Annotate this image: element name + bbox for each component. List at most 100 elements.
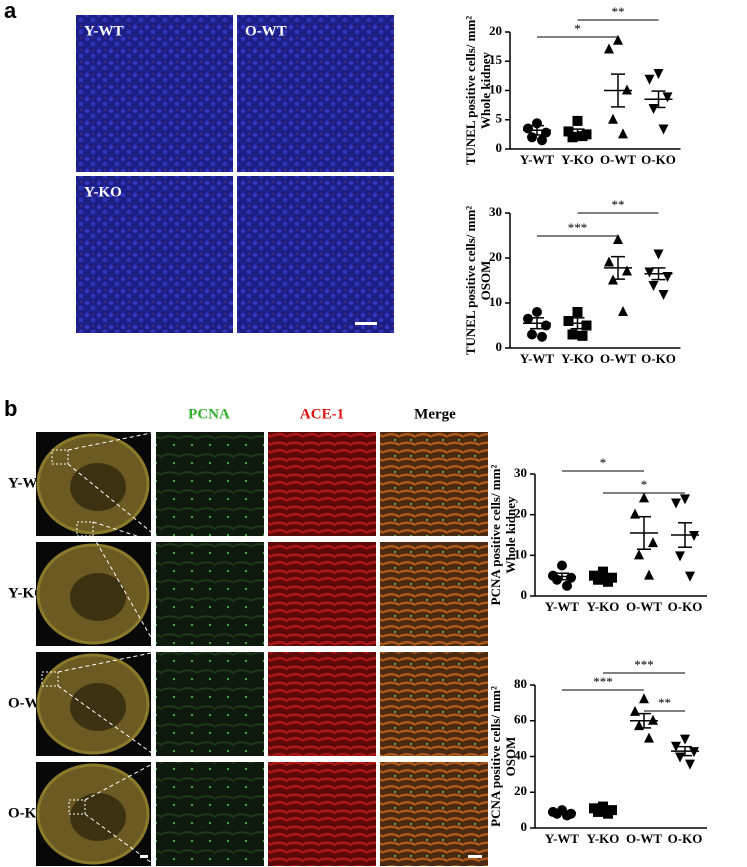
data-point: [648, 714, 658, 725]
x-tick-label: O-WT: [600, 152, 636, 167]
image-label: Y-KO: [84, 184, 122, 200]
micrograph: [237, 15, 394, 172]
data-point: [675, 752, 685, 763]
y-axis-label: TUNEL positive cells/ mm²: [463, 206, 478, 356]
y-tick-label: 5: [496, 111, 503, 126]
y-tick-label: 10: [489, 294, 502, 309]
data-point: [680, 734, 690, 745]
data-point: [675, 551, 685, 562]
data-point: [562, 580, 572, 591]
x-tick-label: Y-WT: [545, 831, 580, 846]
y-tick-label: 15: [489, 52, 503, 67]
data-point: [572, 307, 583, 317]
data-point: [671, 498, 681, 509]
significance-label: ***: [593, 674, 613, 689]
significance-label: **: [612, 197, 625, 212]
data-point: [603, 808, 613, 819]
micrograph: [156, 652, 264, 756]
column-label: Merge: [414, 406, 456, 422]
micrograph: [380, 432, 488, 536]
kidney-medulla: [70, 463, 126, 511]
data-point: [658, 124, 669, 135]
y-axis-sublabel: Whole kidney: [503, 496, 518, 573]
y-tick-label: 60: [514, 712, 527, 727]
data-point: [523, 313, 533, 324]
significance-label: ***: [568, 220, 588, 235]
x-tick-label: Y-KO: [587, 599, 620, 614]
data-point: [618, 306, 628, 316]
image-label: O-WT: [245, 23, 287, 39]
x-tick-label: O-KO: [641, 152, 676, 167]
y-tick-label: 20: [489, 249, 502, 264]
x-tick-label: Y-KO: [561, 152, 594, 167]
micrograph: [268, 652, 376, 756]
y-tick-label: 20: [514, 783, 527, 798]
data-point: [604, 256, 614, 267]
y-tick-label: 30: [489, 204, 502, 219]
x-tick-label: O-WT: [626, 599, 662, 614]
column-label: ACE-1: [300, 406, 344, 422]
data-point: [671, 741, 681, 752]
micrograph: [380, 762, 488, 866]
significance-label: **: [612, 4, 625, 19]
micrograph: [380, 652, 488, 756]
data-point: [644, 74, 655, 85]
x-tick-label: Y-KO: [561, 351, 594, 366]
y-tick-label: 40: [514, 747, 527, 762]
micrograph: [380, 542, 488, 646]
significance-label: *: [641, 477, 648, 492]
data-point: [644, 732, 654, 743]
y-axis-sublabel: Whole kidney: [478, 52, 493, 129]
y-axis-sublabel: OSOM: [503, 737, 518, 777]
micrograph: [268, 432, 376, 536]
zoom-line: [57, 685, 157, 757]
scale-bar: [468, 855, 482, 858]
significance-label: **: [658, 695, 671, 710]
data-point: [563, 316, 574, 326]
data-point: [537, 331, 547, 342]
kidney-medulla: [70, 793, 126, 841]
x-tick-label: Y-KO: [587, 831, 620, 846]
data-point: [563, 126, 574, 137]
column-label: PCNA: [188, 406, 230, 422]
data-point: [577, 330, 588, 341]
data-point: [532, 307, 542, 317]
x-tick-label: O-WT: [626, 831, 662, 846]
x-tick-label: O-WT: [600, 351, 636, 366]
y-axis-sublabel: OSOM: [478, 261, 493, 301]
data-point: [603, 576, 613, 587]
data-point: [537, 135, 547, 146]
y-tick-label: 20: [489, 23, 502, 38]
x-tick-label: O-KO: [668, 599, 703, 614]
scale-bar: [355, 322, 377, 325]
kidney-medulla: [70, 573, 126, 621]
zoom-box: [41, 671, 59, 687]
zoom-box: [51, 449, 69, 465]
zoom-line: [67, 463, 157, 537]
y-tick-label: 0: [496, 140, 503, 155]
micrograph: [156, 762, 264, 866]
y-tick-label: 10: [514, 546, 527, 561]
micrograph: [156, 542, 264, 646]
data-point: [622, 265, 632, 276]
micrograph: [156, 432, 264, 536]
data-point: [653, 249, 664, 260]
data-point: [685, 571, 695, 582]
x-tick-label: Y-WT: [520, 351, 555, 366]
zoom-line: [92, 535, 157, 647]
data-point: [527, 132, 537, 143]
y-tick-label: 0: [496, 339, 503, 354]
data-point: [648, 104, 659, 115]
x-tick-label: Y-WT: [545, 599, 580, 614]
significance-label: *: [574, 21, 581, 36]
data-point: [648, 537, 658, 548]
y-tick-label: 10: [489, 81, 502, 96]
data-point: [557, 560, 567, 571]
data-point: [639, 492, 649, 503]
data-point: [689, 531, 699, 541]
data-point: [634, 549, 644, 560]
zoom-box: [76, 521, 94, 537]
micrograph: [76, 15, 233, 172]
data-point: [644, 569, 654, 580]
